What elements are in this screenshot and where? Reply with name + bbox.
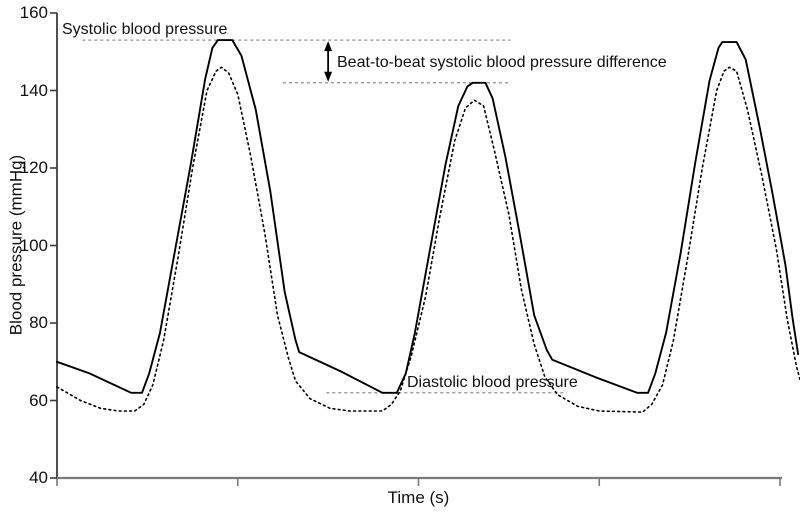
x-axis-title: Time (s) (387, 488, 450, 507)
y-axis-title: Blood pressure (mmHg) (6, 154, 26, 336)
y-axis-tick-label: 60 (29, 390, 48, 410)
beat-to-beat-label: Beat-to-beat systolic blood pressure dif… (337, 54, 667, 71)
y-axis-tick-label: 120 (19, 158, 48, 177)
solid-pressure-curve (56, 39, 800, 394)
diastolic-label: Diastolic blood pressure (407, 374, 578, 391)
dotted-pressure-curve (56, 66, 800, 413)
y-axis-tick-label: 80 (29, 313, 48, 332)
arrow-up-head-icon (324, 41, 333, 52)
arrow-down-head-icon (324, 71, 333, 82)
y-axis-tick-label: 160 (19, 3, 48, 22)
y-axis-tick-label: 100 (19, 235, 48, 255)
systolic-label: Systolic blood pressure (62, 21, 228, 38)
y-axis-tick-label: 40 (29, 468, 48, 487)
y-axis-tick-label: 140 (19, 80, 48, 100)
